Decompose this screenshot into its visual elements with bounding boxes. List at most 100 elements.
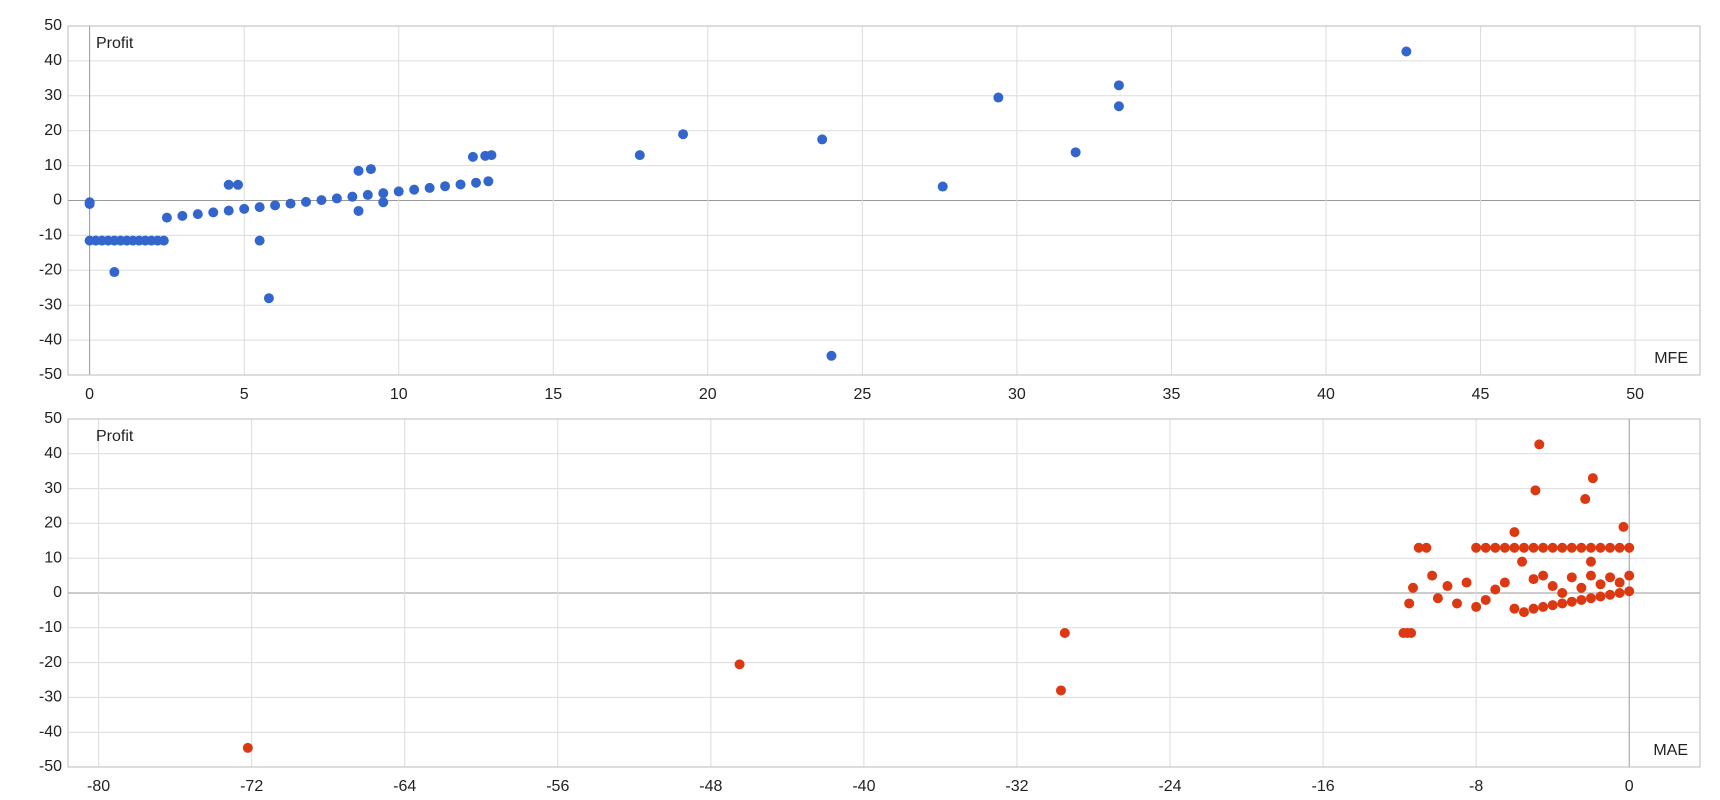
point [109,267,120,278]
point [1595,591,1606,602]
plot-frame [67,25,1701,376]
point [1471,542,1482,553]
point [1547,600,1558,611]
point [208,207,219,218]
point [1618,521,1629,532]
point [1528,574,1539,585]
point [1530,485,1541,496]
point [734,659,745,670]
x-tick-label: 25 [853,386,871,403]
point [1576,594,1587,605]
y-tick-label: -30 [39,296,62,313]
point [1557,598,1568,609]
point [177,210,188,221]
point [1427,570,1438,581]
point [1595,542,1606,553]
point [161,212,172,223]
x-tick-label: 35 [1163,386,1181,403]
point [1566,542,1577,553]
point [1585,593,1596,604]
point [483,176,494,187]
point [378,188,389,199]
y-axis-label: Profit [96,428,134,445]
point [1538,601,1549,612]
point [347,191,358,202]
point [242,742,253,753]
y-tick-label: 50 [44,410,62,427]
point [1499,577,1510,588]
y-tick-label: 40 [44,52,62,69]
point [1509,542,1520,553]
point [424,182,435,193]
x-axis-label: MFE [1654,350,1688,367]
point [1517,556,1528,567]
point [455,179,466,190]
point [1614,588,1625,598]
point [362,189,373,200]
x-axis-label: MAE [1653,742,1688,759]
point [1480,594,1491,605]
point [467,151,478,162]
point [223,179,234,190]
x-tick-label: 20 [699,386,717,403]
point [393,186,404,197]
point [1595,579,1606,590]
point [1585,542,1596,553]
point [1070,147,1081,158]
point [1580,494,1591,505]
y-tick-label: 0 [53,584,62,601]
point [1557,588,1568,598]
x-tick-label: 50 [1626,386,1644,403]
y-tick-label: 40 [44,445,62,462]
point [1480,542,1491,553]
point [1461,577,1472,588]
point [1585,570,1596,581]
point [1605,542,1616,553]
y-tick-label: 30 [44,480,62,497]
point [1509,527,1520,538]
x-tick-label: 10 [390,386,408,403]
y-tick-label: 10 [44,157,62,174]
point [1614,542,1625,553]
point [263,293,274,304]
y-tick-label: 20 [44,122,62,139]
x-tick-label: -8 [1469,778,1483,795]
y-tick-label: -40 [39,331,62,348]
x-tick-label: 0 [85,386,94,403]
point [1566,596,1577,607]
point [254,202,265,213]
point [1614,577,1625,588]
point [1605,589,1616,600]
point [1557,542,1568,553]
point [1421,542,1432,553]
y-tick-label: 30 [44,87,62,104]
point [192,209,203,220]
point [1585,556,1596,567]
plot-frame [67,418,1701,768]
point [1624,542,1635,553]
x-tick-label: -24 [1158,778,1181,795]
point [1490,584,1501,595]
point [1055,685,1066,696]
point [316,195,327,206]
y-tick-label: -20 [39,262,62,279]
point [1413,542,1424,553]
y-tick-label: 10 [44,549,62,566]
point [1432,593,1443,604]
point [471,177,481,188]
point [1576,542,1587,553]
point [1547,581,1558,592]
point [301,196,311,207]
point [486,150,497,161]
x-tick-label: -80 [87,778,110,795]
x-tick-label: 45 [1472,386,1490,403]
point [1587,473,1598,484]
x-tick-label: 5 [240,386,249,403]
y-tick-label: -10 [39,227,62,244]
x-tick-label: 0 [1625,778,1634,795]
y-tick-label: 50 [44,17,62,34]
point [826,350,837,361]
point [1059,628,1070,639]
